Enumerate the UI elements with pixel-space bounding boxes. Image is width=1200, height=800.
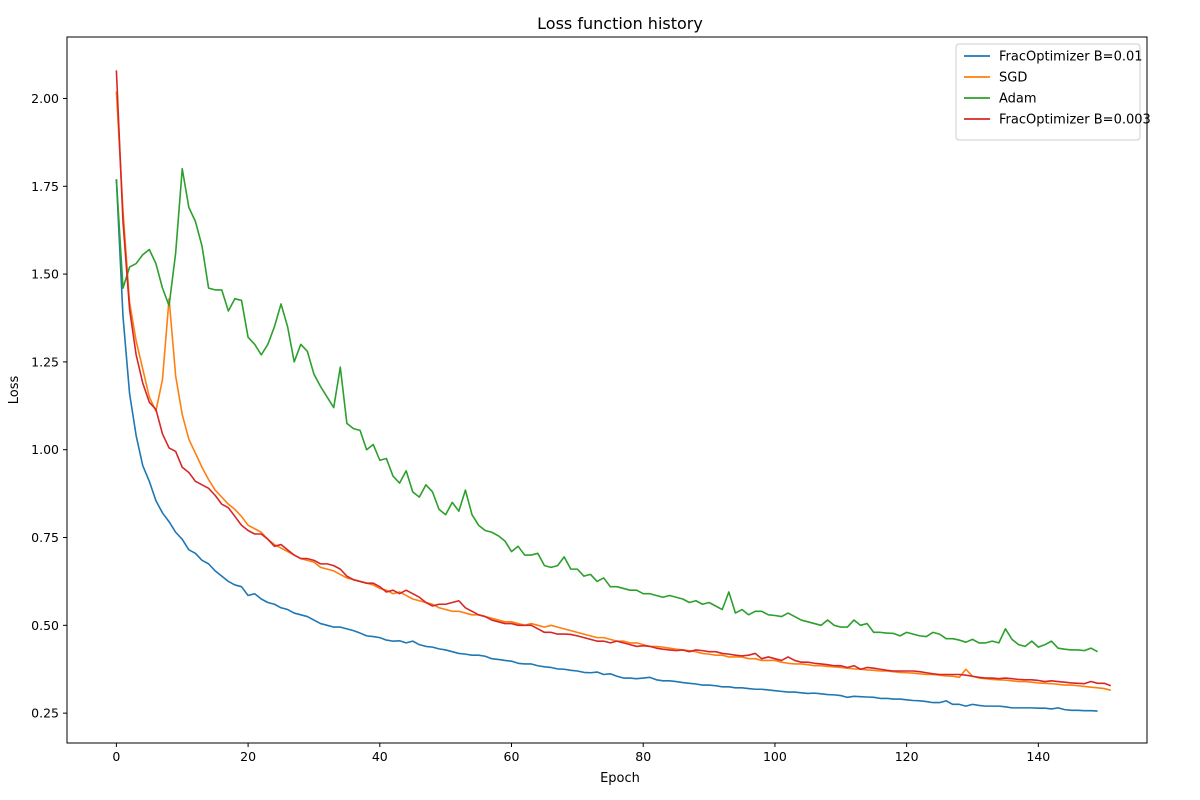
x-axis-title: Epoch	[600, 771, 640, 786]
chart-title: Loss function history	[537, 14, 703, 33]
x-tick-label: 80	[635, 749, 651, 764]
legend-box	[955, 43, 1141, 141]
x-tick-label: 140	[1026, 749, 1050, 764]
x-axis: 0 20 40 60 80 100 120 140	[112, 743, 1050, 764]
y-axis: 0.25 0.50 0.75 1.00 1.25 1.50 1.75 2.00	[31, 91, 67, 721]
legend-label: SGD	[999, 71, 1027, 86]
legend-label: FracOptimizer B=0.003	[999, 113, 1151, 128]
x-tick-label: 20	[240, 749, 256, 764]
legend-label: FracOptimizer B=0.01	[999, 50, 1143, 65]
series-line-0	[115, 179, 1098, 712]
series-line-1	[115, 91, 1111, 692]
series-line-3	[115, 70, 1112, 687]
series-line-2	[115, 167, 1098, 653]
y-tick-label: 1.25	[31, 354, 59, 369]
legend-label: Adam	[999, 92, 1037, 107]
plot-lines	[115, 70, 1112, 712]
x-tick-label: 40	[372, 749, 388, 764]
plot-frame	[66, 36, 1148, 744]
x-tick-label: 120	[895, 749, 919, 764]
y-tick-label: 1.50	[31, 267, 59, 282]
x-tick-label: 100	[763, 749, 787, 764]
x-tick-label: 60	[504, 749, 520, 764]
y-tick-label: 0.25	[31, 706, 59, 721]
y-tick-label: 1.75	[31, 179, 59, 194]
y-tick-label: 2.00	[31, 91, 59, 106]
x-tick-label: 0	[112, 749, 120, 764]
y-axis-title: Loss	[7, 376, 22, 405]
y-tick-label: 0.75	[31, 530, 59, 545]
y-tick-label: 1.00	[31, 442, 59, 457]
y-tick-label: 0.50	[31, 618, 59, 633]
legend: FracOptimizer B=0.01 SGD Adam FracOptimizer…	[955, 43, 1151, 141]
